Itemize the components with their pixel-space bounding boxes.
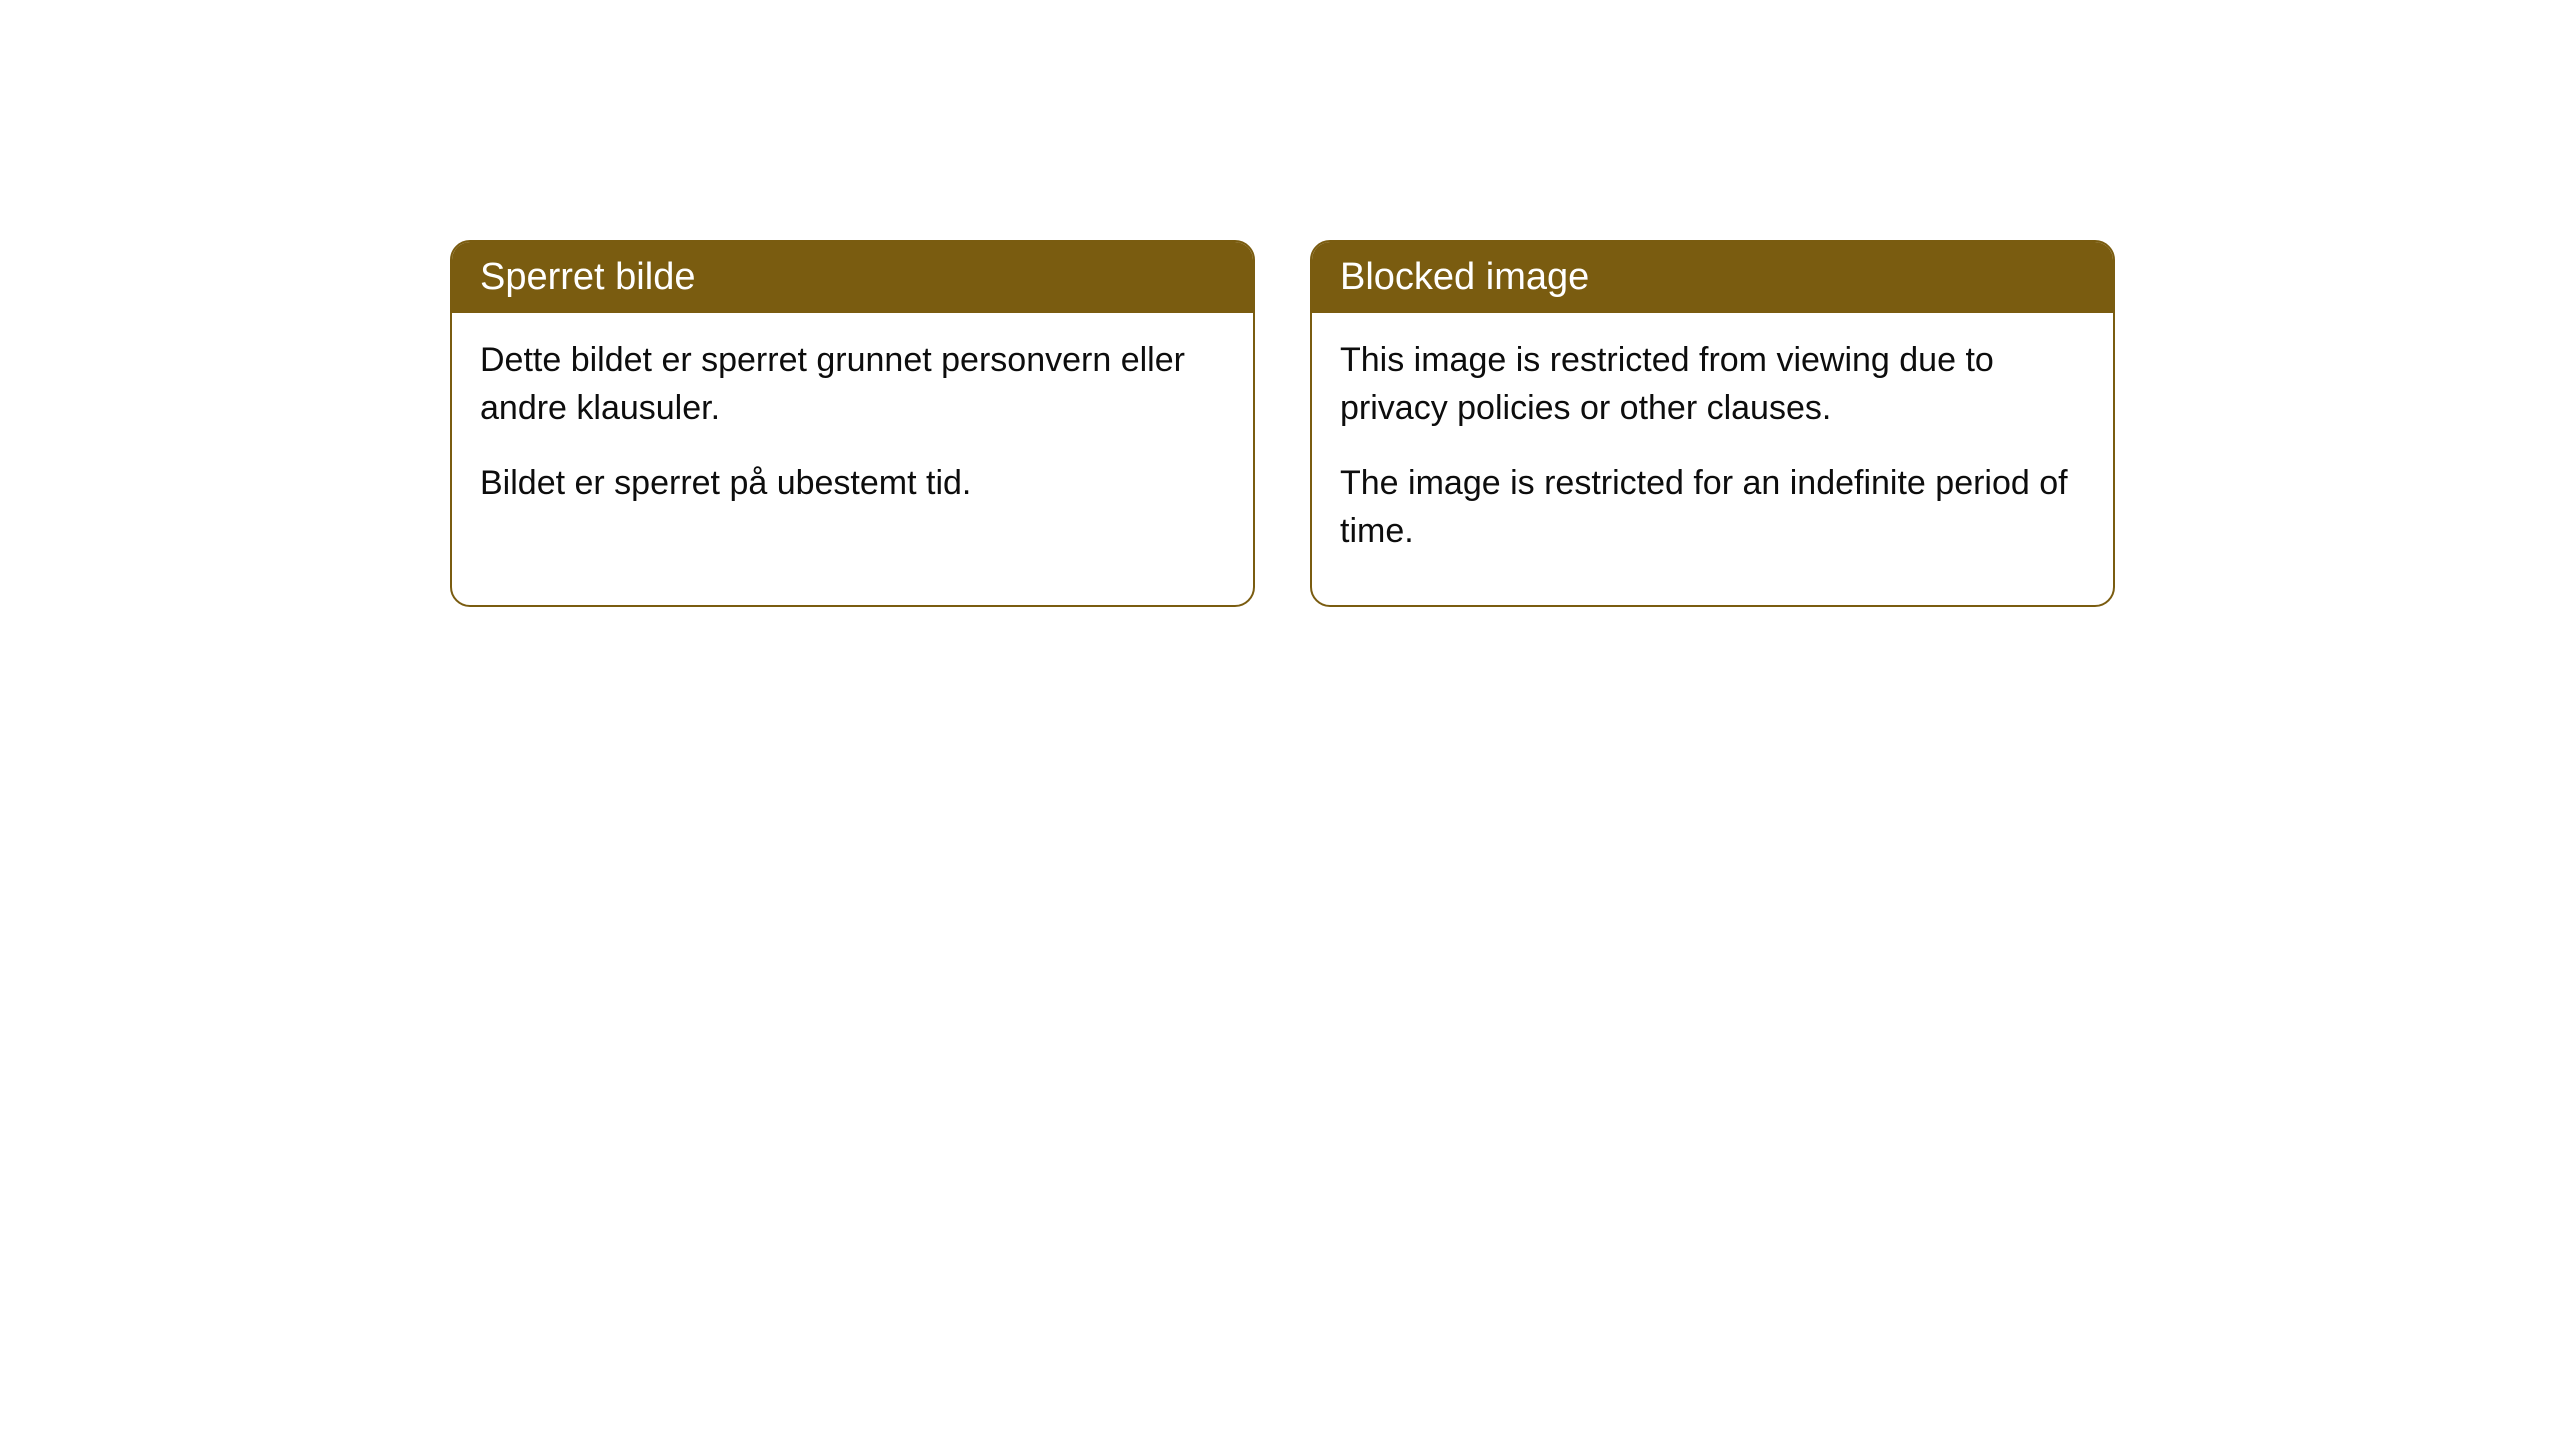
card-paragraph: Bildet er sperret på ubestemt tid.: [480, 460, 1225, 508]
blocked-image-card-norwegian: Sperret bilde Dette bildet er sperret gr…: [450, 240, 1255, 607]
card-header: Blocked image: [1312, 242, 2113, 313]
card-paragraph: Dette bildet er sperret grunnet personve…: [480, 337, 1225, 432]
blocked-image-card-english: Blocked image This image is restricted f…: [1310, 240, 2115, 607]
card-title: Blocked image: [1340, 256, 1589, 298]
card-title: Sperret bilde: [480, 256, 695, 298]
card-header: Sperret bilde: [452, 242, 1253, 313]
card-body: Dette bildet er sperret grunnet personve…: [452, 313, 1253, 558]
card-body: This image is restricted from viewing du…: [1312, 313, 2113, 605]
cards-container: Sperret bilde Dette bildet er sperret gr…: [450, 240, 2560, 607]
card-paragraph: The image is restricted for an indefinit…: [1340, 460, 2085, 555]
card-paragraph: This image is restricted from viewing du…: [1340, 337, 2085, 432]
